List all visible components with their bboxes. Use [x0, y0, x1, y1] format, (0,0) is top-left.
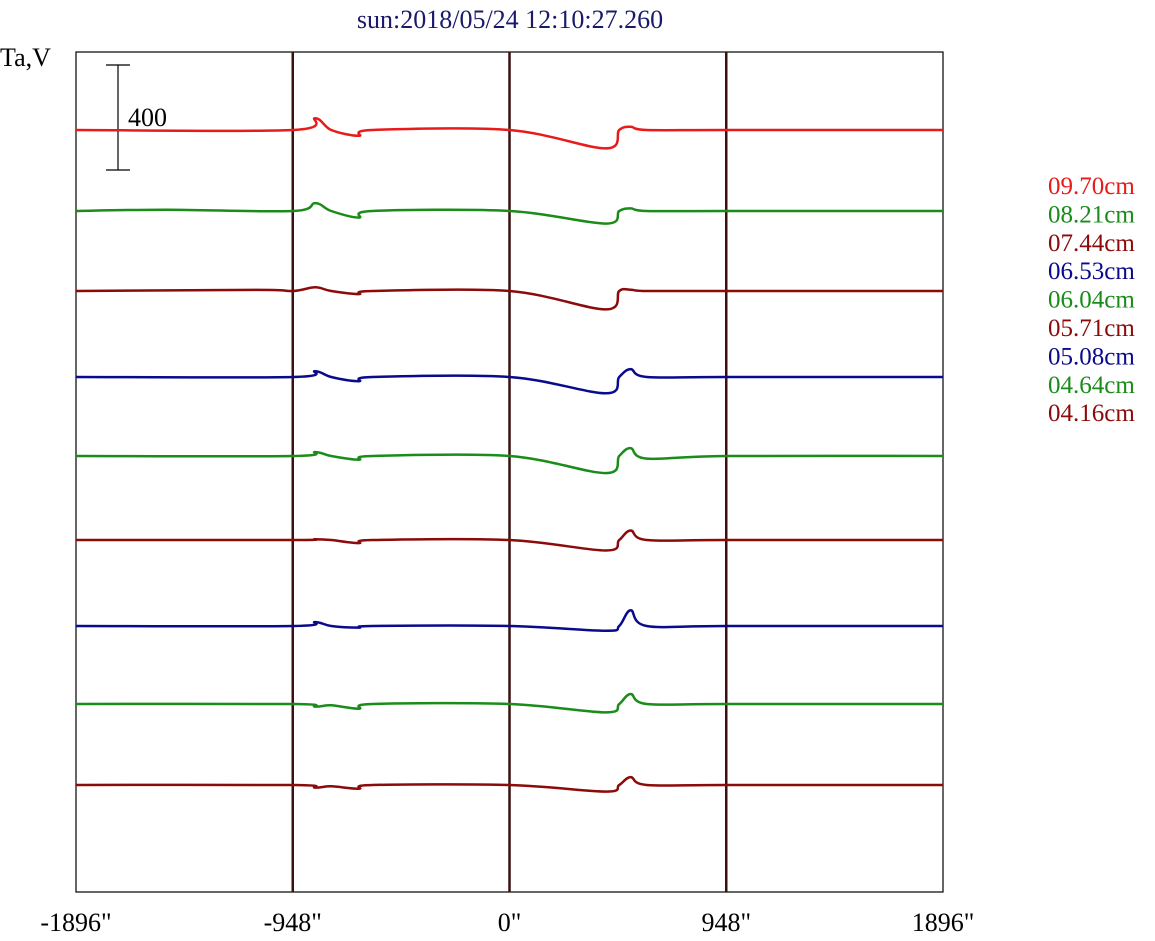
x-tick-labels: -1896" -948" 0" 948" 1896": [40, 908, 974, 937]
series-line-07.44cm: [75, 286, 943, 311]
legend: 09.70cm08.21cm07.44cm06.53cm06.04cm05.71…: [1048, 173, 1135, 427]
legend-entry-04.16cm: 04.16cm: [1048, 400, 1135, 427]
series-line-09.70cm: [75, 116, 943, 150]
legend-entry-06.53cm: 06.53cm: [1048, 258, 1135, 285]
series-line-05.71cm: [75, 529, 943, 552]
scale-bar-label: 400: [128, 103, 167, 132]
series-line-05.08cm: [75, 609, 943, 632]
legend-entry-08.21cm: 08.21cm: [1048, 201, 1135, 228]
scale-bar: 400: [106, 64, 167, 171]
legend-entry-06.04cm: 06.04cm: [1048, 287, 1135, 314]
legend-entry-04.64cm: 04.64cm: [1048, 372, 1135, 399]
x-tick-label-4: 1896": [912, 908, 975, 937]
y-axis-label: Ta,V: [0, 43, 51, 72]
legend-entry-09.70cm: 09.70cm: [1048, 173, 1135, 200]
series-lines: [75, 116, 944, 793]
legend-entry-05.08cm: 05.08cm: [1048, 343, 1135, 370]
x-tick-label-0: -1896": [40, 908, 111, 937]
legend-entry-05.71cm: 05.71cm: [1048, 315, 1135, 342]
series-line-06.53cm: [75, 367, 943, 395]
series-line-08.21cm: [75, 201, 943, 225]
vertical-reference-lines: [291, 52, 728, 892]
series-line-04.64cm: [75, 692, 943, 714]
series-line-06.04cm: [75, 446, 944, 475]
x-tick-label-2: 0": [498, 908, 522, 937]
x-tick-label-3: 948": [701, 908, 751, 937]
legend-entry-07.44cm: 07.44cm: [1048, 230, 1135, 257]
chart-title: sun:2018/05/24 12:10:27.260: [357, 5, 663, 34]
x-tick-label-1: -948": [264, 908, 322, 937]
series-line-04.16cm: [75, 775, 943, 793]
